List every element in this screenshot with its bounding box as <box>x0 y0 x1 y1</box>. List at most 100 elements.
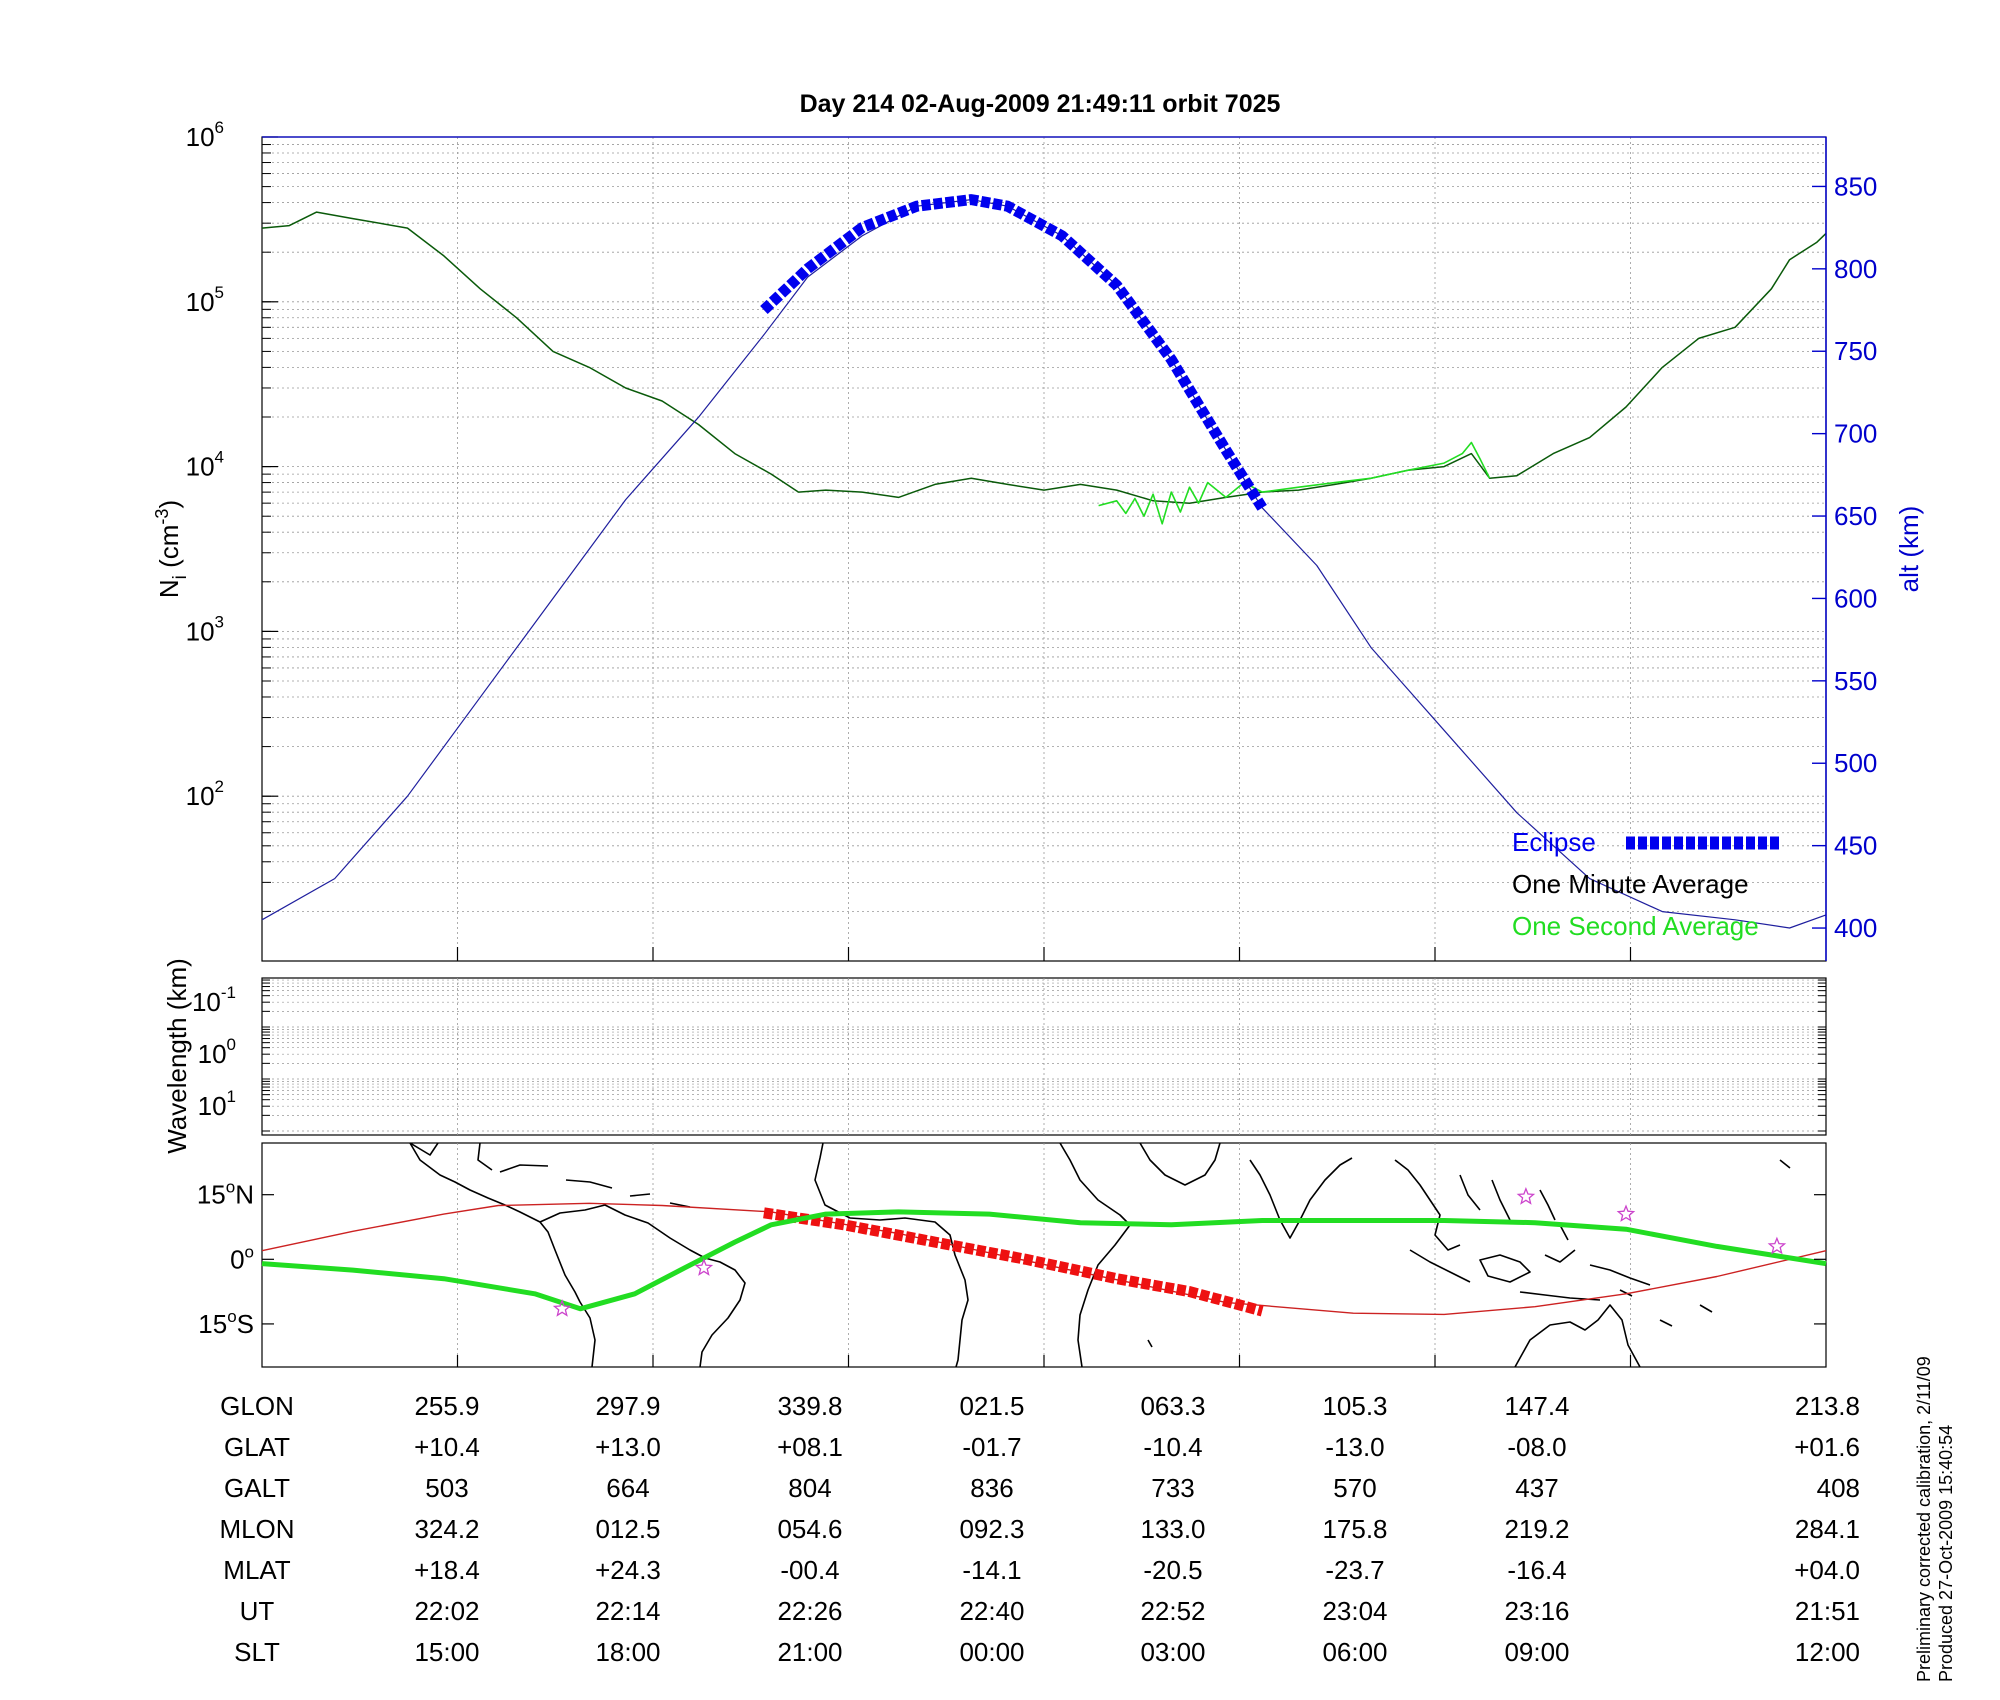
density-grid <box>262 137 1826 961</box>
tick-base: 10 <box>186 287 215 317</box>
altitude-tick-label: 700 <box>1834 419 1877 449</box>
ephemeris-table: GLON 255.9 297.9 339.8 021.5 063.3 105.3 147.4 2… <box>219 1391 1860 1667</box>
tick-exp: 6 <box>215 118 224 137</box>
table-cell: 063.3 <box>1140 1391 1205 1421</box>
map-stars <box>552 1187 1787 1317</box>
table-cell: -14.1 <box>962 1555 1021 1585</box>
table-cell: 664 <box>606 1473 649 1503</box>
table-cell: 175.8 <box>1322 1514 1387 1544</box>
table-cell: -16.4 <box>1507 1555 1566 1585</box>
table-cell: 23:04 <box>1322 1596 1387 1626</box>
table-cell: +24.3 <box>595 1555 661 1585</box>
altitude-tick-label: 500 <box>1834 748 1877 778</box>
wavelength-plot-frame <box>261 977 1827 1136</box>
table-cell: 12:00 <box>1795 1637 1860 1667</box>
table-cell: +13.0 <box>595 1432 661 1462</box>
wavelength-y-tick-label: 100 <box>198 1035 236 1069</box>
density-y-tick-label: 103 <box>186 612 224 646</box>
table-cell: 503 <box>425 1473 468 1503</box>
tick-base: 10 <box>186 616 215 646</box>
map-grid <box>456 1143 1632 1367</box>
one-minute-average-line <box>261 211 1827 504</box>
tick-degree: 15 <box>197 1180 226 1210</box>
table-cell: 255.9 <box>414 1391 479 1421</box>
one-second-average-line <box>1098 441 1491 525</box>
map-series <box>261 1202 1827 1317</box>
table-cell: -23.7 <box>1325 1555 1384 1585</box>
map-y-tick-label: 0o <box>230 1242 254 1274</box>
density-y-label-sub: i <box>170 575 191 579</box>
magnetic-equator-line <box>261 1209 1827 1312</box>
tick-degree-mark: o <box>245 1242 254 1261</box>
altitude-y-ticks: 400 450 500 550 600 650 700 750 800 850 <box>1812 171 1877 943</box>
tick-degree-mark: o <box>227 1307 236 1326</box>
tick-exp: 2 <box>215 777 224 796</box>
table-cell: -10.4 <box>1143 1432 1202 1462</box>
tick-base: 10 <box>186 122 215 152</box>
table-cell: -20.5 <box>1143 1555 1202 1585</box>
table-cell: +01.6 <box>1794 1432 1860 1462</box>
map-y-tick-label: 15oN <box>197 1178 254 1210</box>
tick-exp: -1 <box>221 983 236 1002</box>
altitude-tick-label: 750 <box>1834 336 1877 366</box>
tick-hemisphere: N <box>235 1180 254 1210</box>
tick-degree-mark: o <box>226 1178 235 1197</box>
footer-produced: Produced 27-Oct-2009 15:40:54 <box>1936 1425 1956 1682</box>
density-y-tick-label: 104 <box>186 448 224 482</box>
table-cell: 012.5 <box>595 1514 660 1544</box>
eclipse-line <box>760 194 1267 511</box>
coastline-gulf <box>409 1142 493 1171</box>
star-icon <box>1767 1236 1787 1255</box>
orbit-track-eclipse <box>763 1207 1264 1317</box>
coastline-pacific-islands <box>1147 1159 1791 1348</box>
table-cell: 570 <box>1333 1473 1376 1503</box>
tick-base: 10 <box>192 987 221 1017</box>
tick-base: 10 <box>186 452 215 482</box>
density-y-label-unit: (cm <box>154 525 184 576</box>
density-y-label-close: ) <box>154 500 184 509</box>
table-cell: +10.4 <box>414 1432 480 1462</box>
table-cell: 147.4 <box>1504 1391 1569 1421</box>
table-cell: 213.8 <box>1795 1391 1860 1421</box>
table-cell: 437 <box>1515 1473 1558 1503</box>
density-y-label: Ni (cm-3) <box>152 500 191 598</box>
table-cell: 03:00 <box>1140 1637 1205 1667</box>
table-cell: -13.0 <box>1325 1432 1384 1462</box>
table-cell: 18:00 <box>595 1637 660 1667</box>
coastline-africa-east <box>1059 1142 1131 1368</box>
density-y-tick-label: 106 <box>186 118 224 152</box>
density-series <box>261 194 1827 929</box>
table-cell: 06:00 <box>1322 1637 1387 1667</box>
chart-title: Day 214 02-Aug-2009 21:49:11 orbit 7025 <box>800 90 1281 118</box>
table-cell: 324.2 <box>414 1514 479 1544</box>
coastline-philippines <box>1539 1189 1569 1241</box>
table-cell: 00:00 <box>959 1637 1024 1667</box>
coastline-arabia <box>1139 1142 1221 1186</box>
coastline-india <box>1249 1157 1353 1239</box>
wavelength-grid <box>262 978 1826 1135</box>
legend-minute-label: One Minute Average <box>1512 869 1749 899</box>
density-y-label-exp: -3 <box>152 509 172 525</box>
table-cell: 133.0 <box>1140 1514 1205 1544</box>
table-cell: 09:00 <box>1504 1637 1569 1667</box>
table-cell: 021.5 <box>959 1391 1024 1421</box>
density-x-ticks <box>456 947 1632 961</box>
coastline-caribbean <box>499 1164 691 1208</box>
table-row-label: GLAT <box>224 1432 290 1462</box>
table-cell: +04.0 <box>1794 1555 1860 1585</box>
altitude-tick-label: 800 <box>1834 254 1877 284</box>
table-row-label: GLON <box>220 1391 294 1421</box>
table-cell: -00.4 <box>780 1555 839 1585</box>
tick-exp: 5 <box>215 283 224 302</box>
wavelength-y-tick-label: 101 <box>198 1087 236 1121</box>
table-cell: +08.1 <box>777 1432 843 1462</box>
wavelength-y-ticks: 10-1 100 101 <box>192 983 236 1121</box>
wavelength-y-label: Wavelength (km) <box>162 958 192 1154</box>
table-cell: 092.3 <box>959 1514 1024 1544</box>
table-cell: 733 <box>1151 1473 1194 1503</box>
table-row-label: UT <box>240 1596 275 1626</box>
tick-hemisphere: S <box>237 1309 254 1339</box>
